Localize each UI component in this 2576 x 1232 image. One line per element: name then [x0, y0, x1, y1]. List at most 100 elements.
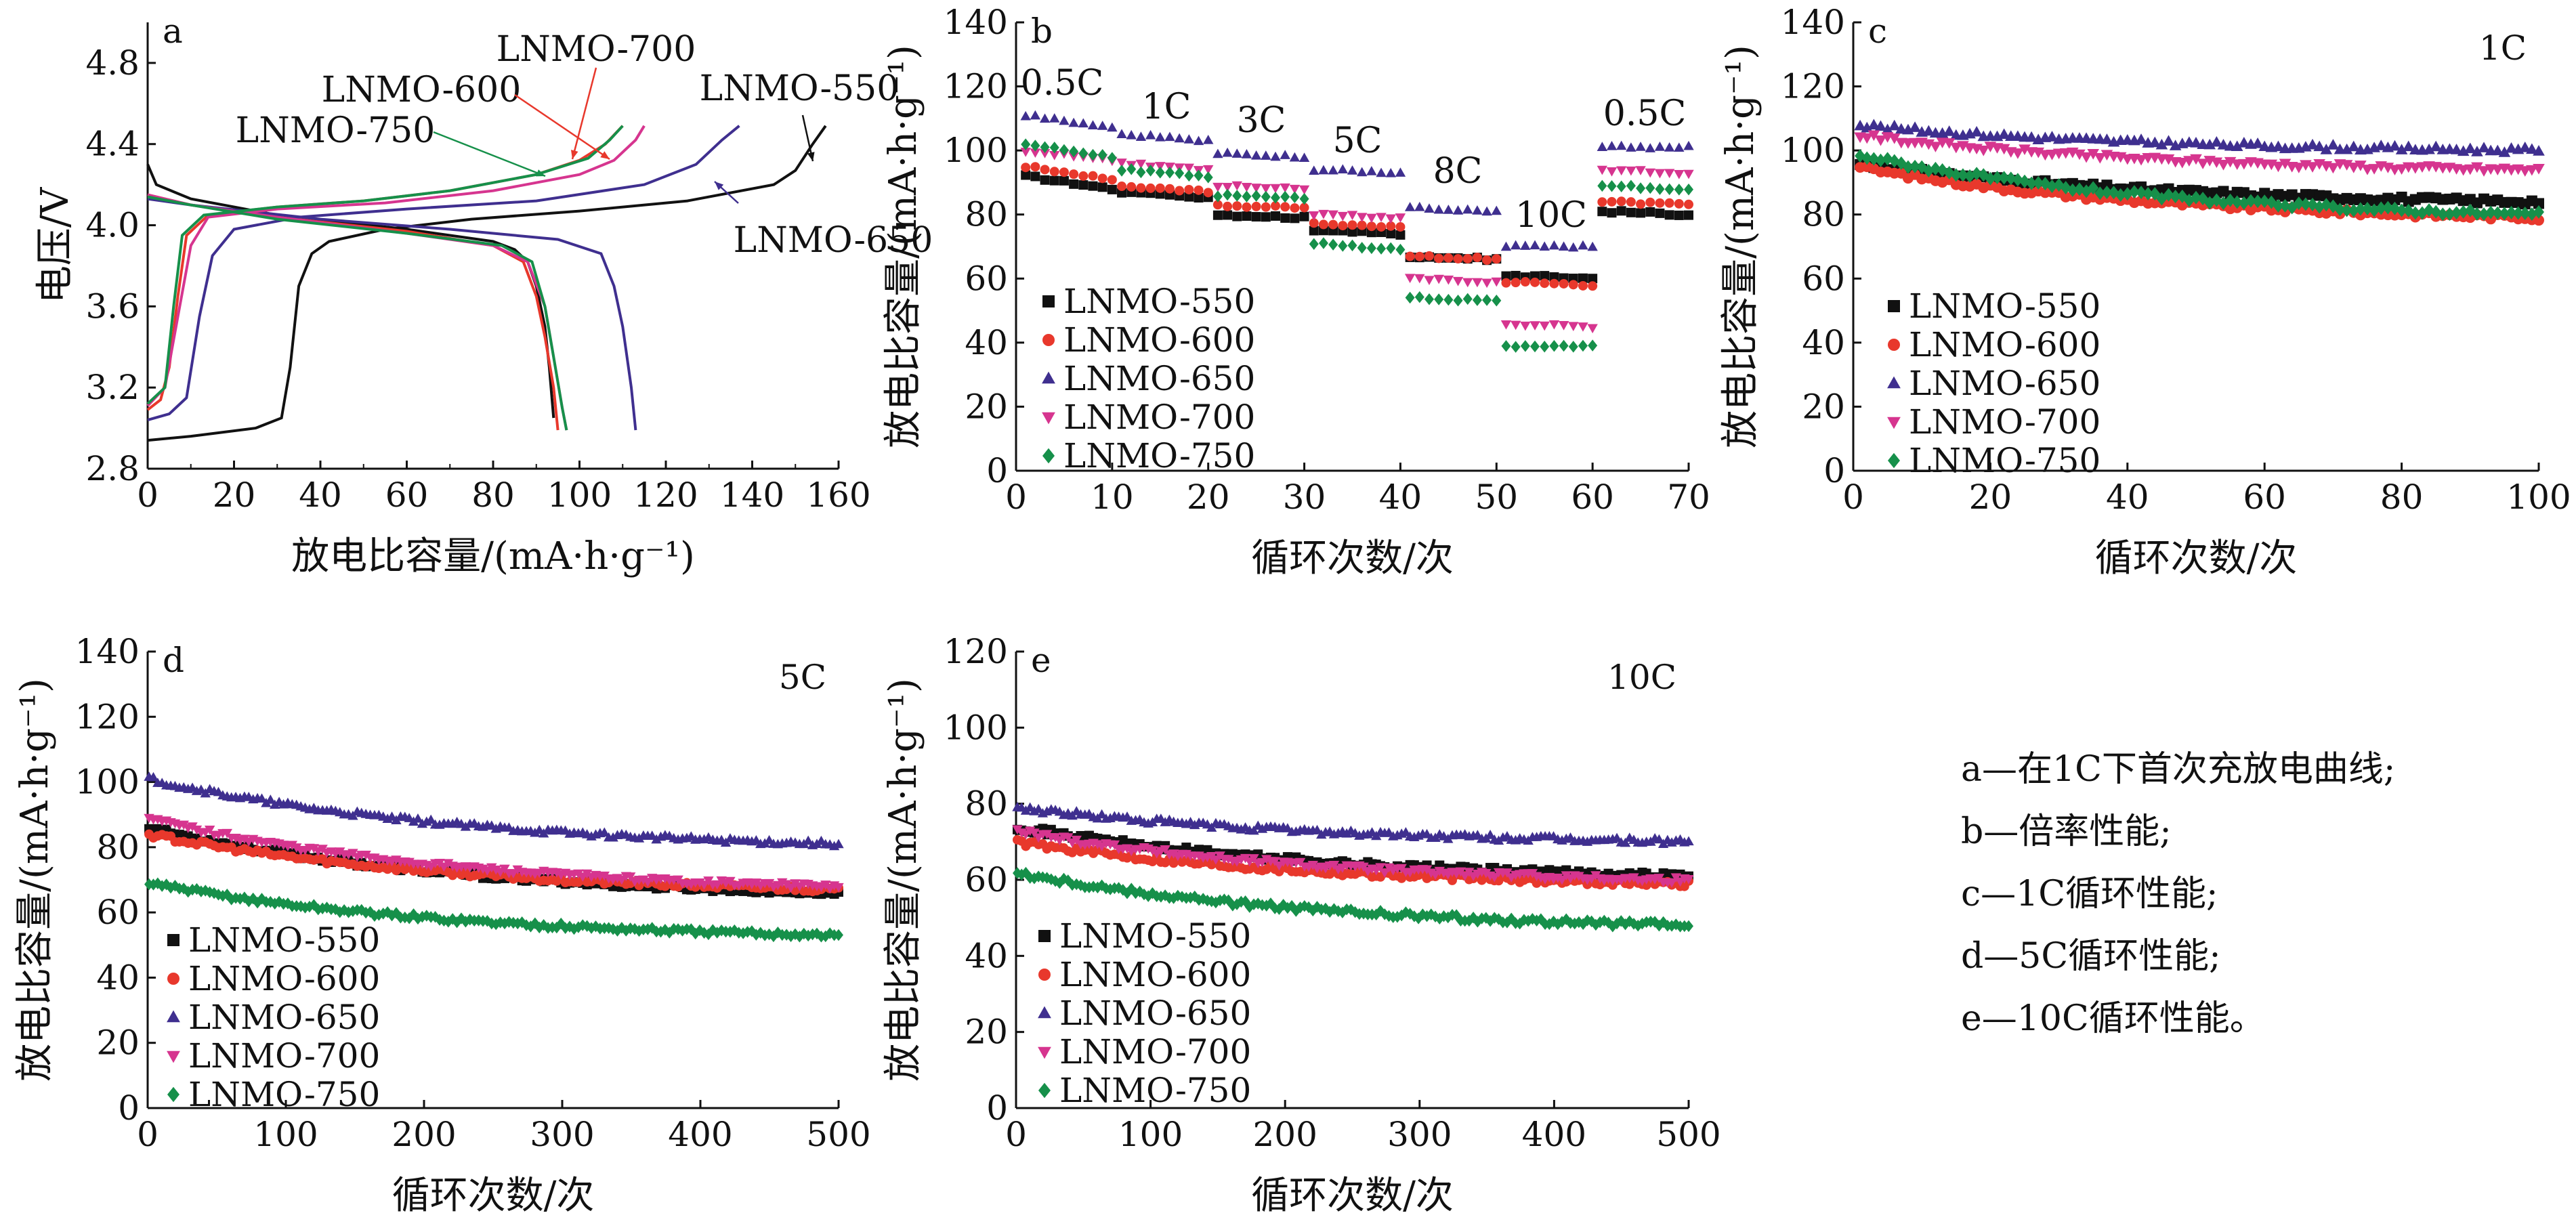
point-LNMO-650	[2533, 145, 2545, 156]
point-LNMO-550	[1636, 208, 1646, 218]
point-LNMO-700	[2135, 154, 2147, 166]
point-LNMO-650	[1231, 148, 1242, 158]
legend-label: LNMO-700	[1059, 1032, 1251, 1071]
point-LNMO-750	[1290, 191, 1300, 204]
y-tick-label: 60	[965, 860, 1008, 899]
point-LNMO-700	[1683, 169, 1694, 179]
legend-label: LNMO-550	[1063, 282, 1255, 321]
y-tick-label: 40	[965, 936, 1008, 975]
point-LNMO-650	[2149, 136, 2161, 148]
point-LNMO-700	[1261, 184, 1271, 194]
point-LNMO-700	[1212, 182, 1223, 192]
point-LNMO-700	[1529, 321, 1540, 331]
caption-line-a: a—在1C下首次充放电曲线;	[1961, 749, 2396, 790]
y-tick-label: 140	[944, 3, 1008, 42]
y-tick-label: 40	[965, 323, 1008, 362]
point-LNMO-650	[1481, 206, 1492, 216]
point-LNMO-650	[2025, 131, 2037, 142]
x-tick-label: 140	[720, 475, 784, 515]
panel-b: 0 10 20 30 40 50 60 70 0 20 40 60 80 100 120 140 b 循环次数/次…	[881, 3, 1710, 580]
y-tick-label: 20	[965, 1013, 1008, 1052]
x-tick-label: 40	[2106, 477, 2149, 517]
panel-a: 0 20 40 60 80 100 120 140 160 2.8 3.2 3.6 4.0 4.4 4.8 a…	[33, 12, 933, 578]
point-LNMO-700	[1664, 169, 1675, 179]
point-LNMO-700	[1489, 872, 1500, 883]
y-tick-label: 20	[965, 387, 1008, 426]
point-LNMO-600	[1568, 280, 1578, 290]
point-LNMO-650	[1558, 241, 1569, 251]
legend-marker	[167, 1050, 180, 1063]
point-LNMO-750	[2348, 203, 2359, 217]
y-tick-label: 80	[1802, 195, 1845, 234]
caption-line-c: c—1C循环性能;	[1961, 874, 2218, 914]
point-LNMO-700	[1280, 183, 1290, 193]
x-tick-label: 160	[806, 475, 870, 515]
point-LNMO-650	[608, 832, 618, 842]
x-tick-label: 500	[1656, 1115, 1720, 1154]
legend-label: LNMO-550	[1909, 286, 2100, 326]
y-tick-label: 100	[1781, 131, 1845, 170]
point-LNMO-600	[1578, 280, 1588, 291]
point-LNMO-750	[2115, 188, 2126, 202]
point-LNMO-650	[2313, 140, 2325, 152]
point-LNMO-700	[1587, 324, 1598, 334]
point-LNMO-750	[1684, 920, 1693, 933]
y-tick-label: 140	[75, 632, 140, 671]
point-LNMO-550	[1290, 213, 1300, 224]
point-LNMO-650	[1645, 143, 1655, 152]
point-LNMO-750	[2485, 205, 2497, 219]
point-LNMO-600	[1318, 219, 1328, 230]
point-LNMO-600	[1232, 201, 1242, 211]
point-LNMO-550	[1088, 181, 1098, 191]
rate-label: 10C	[1515, 195, 1587, 236]
point-LNMO-700	[2478, 166, 2490, 177]
curve-annotation: LNMO-550	[700, 68, 900, 109]
point-LNMO-700	[1557, 875, 1567, 885]
point-LNMO-700	[1491, 277, 1502, 287]
x-tick-label: 60	[1571, 477, 1614, 517]
point-LNMO-600	[1664, 198, 1674, 208]
point-LNMO-650	[1611, 832, 1622, 843]
point-LNMO-750	[2163, 188, 2174, 202]
point-LNMO-750	[1030, 140, 1040, 152]
y-axis-label: 放电比容量/(mA·h·g⁻¹)	[881, 678, 925, 1082]
point-LNMO-750	[1386, 242, 1396, 255]
point-LNMO-650	[1203, 134, 1214, 144]
point-LNMO-750	[2533, 205, 2544, 219]
point-LNMO-700	[1020, 148, 1031, 157]
point-LNMO-700	[1385, 214, 1396, 224]
x-tick-label: 10	[1091, 477, 1134, 517]
point-LNMO-650	[1500, 241, 1512, 251]
point-LNMO-750	[2067, 183, 2078, 197]
point-LNMO-650	[1472, 205, 1483, 215]
point-LNMO-600	[1271, 200, 1281, 211]
point-LNMO-650	[2518, 142, 2531, 152]
rate-label: 3C	[1237, 100, 1286, 141]
point-LNMO-650	[1943, 125, 1956, 136]
point-LNMO-650	[2395, 144, 2408, 154]
point-LNMO-750	[1549, 339, 1559, 352]
legend-marker	[1042, 334, 1055, 346]
point-LNMO-750	[2334, 203, 2346, 217]
point-LNMO-650	[2498, 146, 2511, 157]
point-LNMO-700	[2183, 156, 2195, 167]
legend-marker	[1042, 371, 1055, 384]
legend-marker	[1038, 1082, 1051, 1099]
legend-marker	[167, 1086, 180, 1103]
y-axis-label: 电压/V	[33, 186, 77, 303]
point-LNMO-650	[2190, 137, 2202, 148]
point-LNMO-600	[1434, 253, 1444, 263]
x-tick-label: 20	[1969, 477, 2012, 517]
point-LNMO-700	[833, 883, 844, 893]
point-LNMO-750	[2273, 198, 2284, 213]
point-LNMO-650	[1155, 132, 1166, 142]
point-LNMO-700	[785, 883, 797, 893]
point-LNMO-600	[1453, 254, 1463, 264]
point-LNMO-650	[256, 793, 268, 803]
point-LNMO-700	[1375, 863, 1386, 872]
point-LNMO-700	[1383, 863, 1395, 873]
point-LNMO-700	[2197, 158, 2209, 169]
point-LNMO-750	[1097, 149, 1107, 161]
y-tick-label: 0	[986, 451, 1008, 490]
point-LNMO-750	[2231, 195, 2243, 209]
